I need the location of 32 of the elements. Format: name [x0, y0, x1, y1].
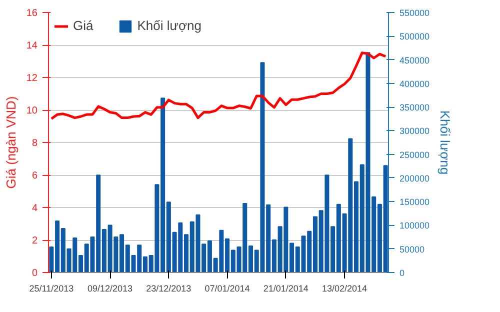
y-tick-label: 6: [32, 170, 38, 182]
y2-tick-label: 150000: [400, 197, 430, 208]
legend-label: Khối lượng: [137, 18, 202, 33]
y-tick-label: 0: [32, 268, 38, 279]
y-tick-label: 8: [32, 138, 38, 149]
x-tick-label: 23/12/2013: [146, 284, 192, 294]
x-tick-label: 09/12/2013: [88, 284, 133, 294]
y2-tick-label: 550000: [400, 8, 430, 18]
y2-tick-label: 50000: [400, 244, 425, 254]
y2-tick-label: 100000: [400, 220, 430, 231]
y2-tick-label: 250000: [400, 150, 430, 160]
y-tick-label: 12: [26, 73, 38, 84]
y2-tick-label: 200000: [400, 173, 430, 184]
y2-tick-label: 350000: [400, 102, 430, 113]
y-tick-label: 14: [26, 40, 38, 52]
y-tick-label: 16: [26, 8, 38, 19]
y2-axis-title: Khối lượng: [438, 110, 453, 175]
line-series: [50, 52, 387, 120]
y2-tick-label: 400000: [400, 78, 430, 89]
legend-label: Giá: [73, 18, 94, 33]
x-tick-label: 07/01/2014: [204, 284, 250, 294]
y2-tick-label: 500000: [400, 32, 430, 42]
x-tick-label: 21/01/2014: [263, 284, 308, 294]
y-tick-label: 4: [32, 203, 38, 214]
y-axis-title: Giá (ngàn VND): [3, 96, 18, 189]
y-tick-label: 10: [26, 106, 38, 116]
y2-tick-label: 450000: [400, 55, 430, 66]
y2-tick-label: 0: [400, 268, 405, 278]
y2-tick-label: 300000: [400, 126, 430, 136]
x-tick-label: 25/11/2013: [29, 284, 74, 294]
x-tick-label: 13/02/2014: [322, 284, 368, 294]
y-tick-label: 2: [32, 236, 38, 246]
